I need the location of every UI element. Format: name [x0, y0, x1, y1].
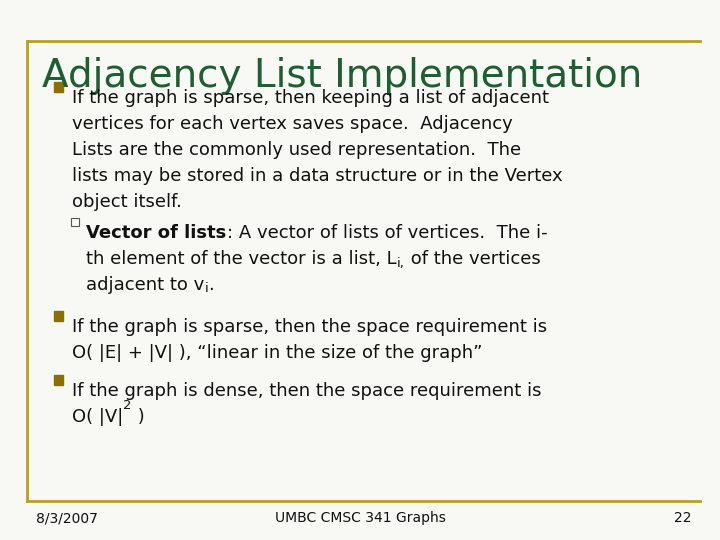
Text: object itself.: object itself.	[72, 193, 182, 211]
Bar	[54, 311, 63, 321]
Text: i,: i,	[397, 256, 405, 269]
Text: If the graph is sparse, then the space requirement is: If the graph is sparse, then the space r…	[72, 318, 547, 336]
Bar	[71, 218, 78, 226]
Text: adjacent to v: adjacent to v	[86, 276, 204, 294]
Text: : A vector of lists of vertices.  The i-: : A vector of lists of vertices. The i-	[227, 224, 547, 242]
Text: If the graph is dense, then the space requirement is: If the graph is dense, then the space re…	[72, 382, 541, 400]
Text: 22: 22	[674, 511, 691, 525]
Text: O( |V|: O( |V|	[72, 408, 123, 426]
Text: If the graph is sparse, then keeping a list of adjacent: If the graph is sparse, then keeping a l…	[72, 89, 549, 107]
Text: i: i	[204, 282, 208, 295]
Text: 2: 2	[123, 399, 132, 411]
Text: .: .	[208, 276, 214, 294]
Text: UMBC CMSC 341 Graphs: UMBC CMSC 341 Graphs	[274, 511, 446, 525]
Text: O( |E| + |V| ), “linear in the size of the graph”: O( |E| + |V| ), “linear in the size of t…	[72, 344, 482, 362]
Text: ): )	[132, 408, 144, 426]
Bar	[54, 82, 63, 92]
Text: th element of the vector is a list, L: th element of the vector is a list, L	[86, 250, 397, 268]
Text: Vector of lists: Vector of lists	[86, 224, 227, 242]
Text: 8/3/2007: 8/3/2007	[36, 511, 98, 525]
Text: vertices for each vertex saves space.  Adjacency: vertices for each vertex saves space. Ad…	[72, 115, 513, 133]
Text: Lists are the commonly used representation.  The: Lists are the commonly used representati…	[72, 141, 521, 159]
Text: Adjacency List Implementation: Adjacency List Implementation	[42, 57, 642, 94]
Bar	[54, 375, 63, 384]
Text: lists may be stored in a data structure or in the Vertex: lists may be stored in a data structure …	[72, 167, 562, 185]
Text: of the vertices: of the vertices	[405, 250, 541, 268]
